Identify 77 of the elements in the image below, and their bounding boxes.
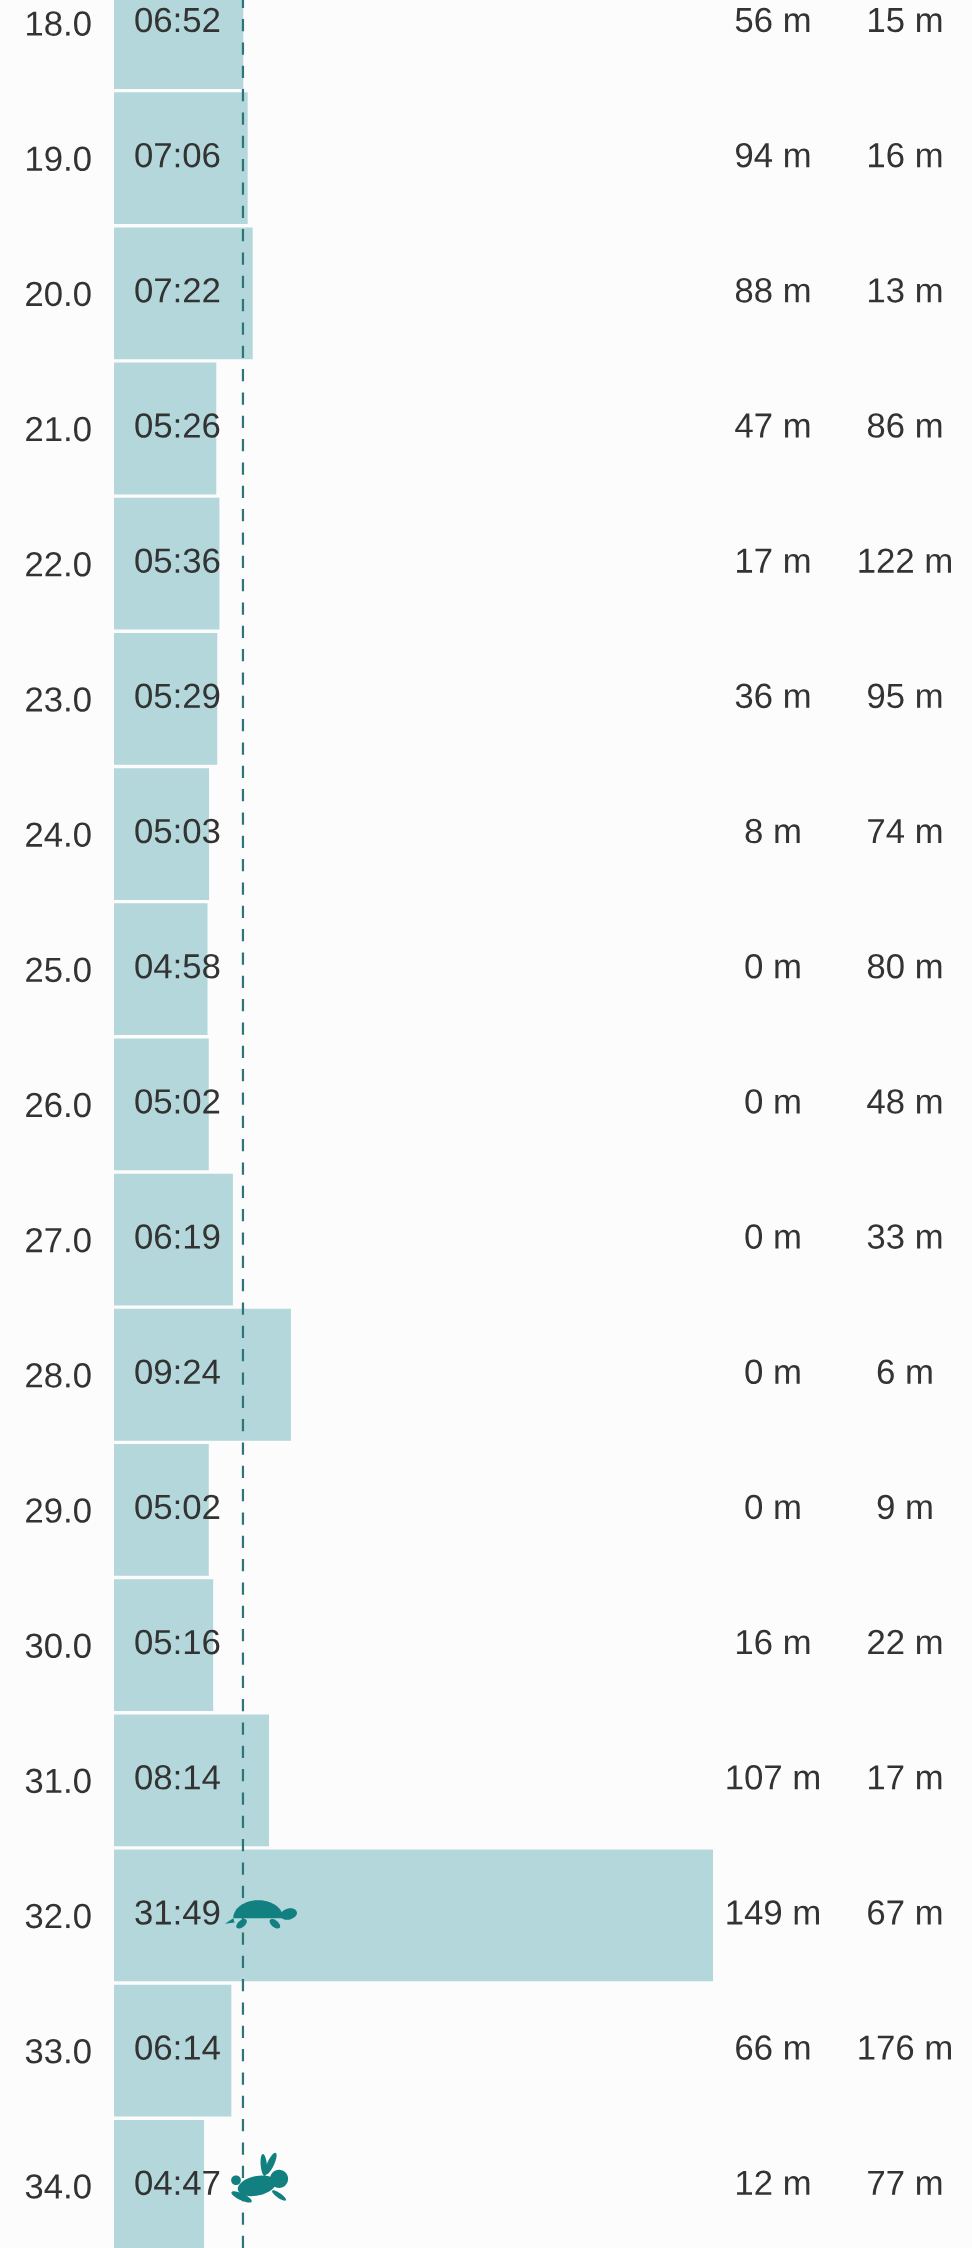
bar	[114, 1849, 713, 1982]
bar	[114, 1984, 232, 2117]
text: 66 m	[736, 2035, 810, 2060]
text: 80 m	[867, 953, 942, 979]
data-label: 08:14	[135, 1765, 220, 1790]
text: 0 m	[745, 1089, 800, 1114]
text: 77 m	[868, 2170, 942, 2195]
text: 16 m	[737, 1629, 810, 1655]
text: 67 m	[868, 1900, 942, 1925]
data-label: 05:02	[135, 1494, 220, 1520]
text: 0 m	[745, 1359, 800, 1385]
data-label: 05:26	[135, 413, 220, 438]
text: 0 m	[745, 1224, 800, 1249]
text: 17 m	[869, 1765, 942, 1790]
text: 13 m	[869, 278, 942, 303]
y-tick-label: 27.0	[26, 1227, 91, 1253]
y-tick-label: 30.0	[25, 1633, 91, 1659]
data-label: 09:24	[135, 1359, 220, 1385]
bar	[114, 1308, 291, 1441]
text: 12 m	[737, 2170, 810, 2195]
data-label: 31:49	[135, 1900, 220, 1925]
y-tick-label: 19.0	[27, 146, 91, 172]
text: 16 m	[869, 142, 942, 168]
y-tick-label: 31.0	[25, 1768, 91, 1794]
y-tick-label: 32.0	[25, 1903, 91, 1929]
text: 22 m	[868, 1629, 942, 1655]
y-tick-label: 29.0	[26, 1498, 91, 1523]
bar	[114, 497, 220, 630]
y-tick-label: 28.0	[26, 1363, 91, 1388]
y-tick-label: 18.0	[27, 11, 91, 36]
data-label: 05:03	[135, 818, 220, 844]
y-tick-label: 20.0	[26, 281, 91, 307]
text: 107 m	[727, 1765, 819, 1790]
bar	[114, 1714, 269, 1847]
text: 9 m	[877, 1494, 932, 1520]
data-label: 07:22	[135, 278, 220, 303]
data-label: 06:14	[135, 2035, 220, 2060]
text: 74 m	[868, 819, 942, 844]
data-label: 05:36	[135, 548, 220, 574]
text: 88 m	[735, 278, 810, 303]
text: 86 m	[867, 413, 942, 438]
data-label: 05:29	[135, 683, 220, 709]
text: 95 m	[868, 683, 942, 709]
text: 149 m	[727, 1900, 819, 1925]
bar	[114, 632, 218, 765]
text: 94 m	[736, 142, 810, 168]
text: 0 m	[745, 953, 800, 979]
text: 15 m	[869, 8, 942, 33]
text: 36 m	[735, 683, 810, 709]
text: 176 m	[859, 2035, 951, 2060]
text: 0 m	[745, 1494, 800, 1520]
data-label: 06:19	[135, 1224, 220, 1249]
data-label: 04:47	[135, 2170, 220, 2196]
y-tick-label: 22.0	[26, 552, 91, 577]
y-tick-label: 21.0	[26, 416, 91, 442]
text: 48 m	[867, 1089, 942, 1114]
bar	[114, 227, 253, 360]
text: 17 m	[737, 548, 810, 573]
text: 47 m	[735, 413, 810, 438]
text: 8 m	[745, 818, 800, 844]
text: 56 m	[735, 7, 810, 33]
y-tick-label: 26.0	[26, 1092, 91, 1118]
data-label: 05:16	[135, 1629, 220, 1655]
data-label: 07:06	[135, 142, 220, 168]
y-tick-label: 33.0	[25, 2038, 91, 2064]
text: 6 m	[877, 1359, 932, 1385]
data-label: 04:58	[135, 953, 220, 979]
y-tick-label: 23.0	[26, 687, 91, 712]
data-label: 06:52	[135, 7, 220, 33]
y-tick-label: 25.0	[26, 957, 91, 983]
data-label: 05:02	[135, 1089, 220, 1114]
bar	[114, 92, 248, 225]
y-tick-label: 24.0	[26, 822, 91, 847]
y-tick-label: 34.0	[25, 2174, 91, 2199]
text: 33 m	[867, 1224, 942, 1249]
text: 122 m	[859, 548, 951, 573]
bar	[114, 1173, 233, 1306]
